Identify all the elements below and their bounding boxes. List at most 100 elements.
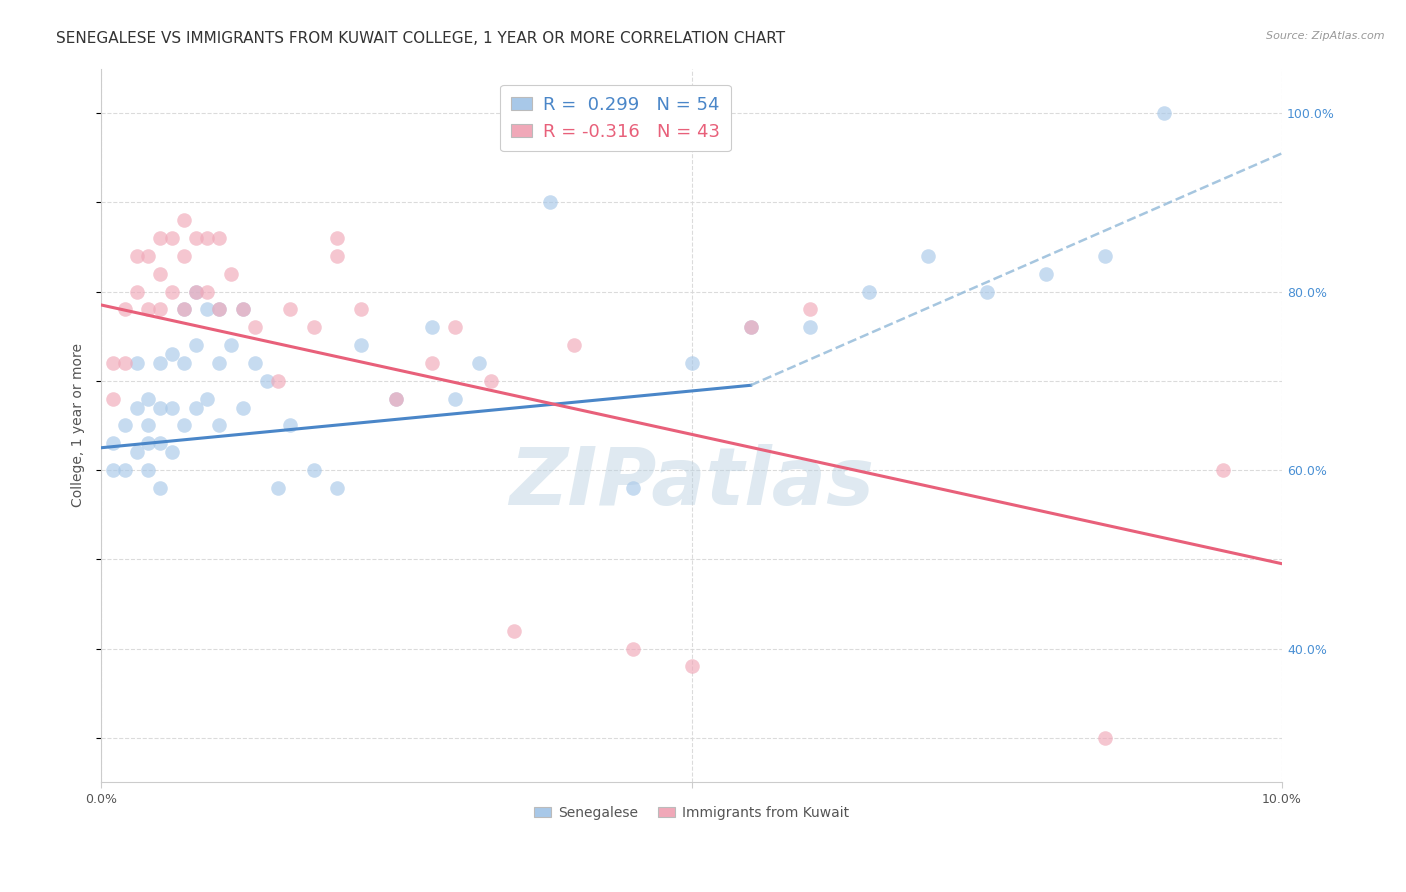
Point: [138, 418, 160, 433]
Point: [350, 302, 373, 317]
Point: [1212, 463, 1234, 477]
Point: [173, 249, 195, 263]
Point: [208, 231, 231, 245]
Point: [740, 320, 762, 334]
Point: [160, 347, 183, 361]
Point: [125, 445, 148, 459]
Point: [219, 267, 242, 281]
Point: [256, 374, 278, 388]
Point: [479, 374, 502, 388]
Point: [125, 285, 148, 299]
Point: [208, 302, 231, 317]
Point: [326, 249, 349, 263]
Point: [160, 285, 183, 299]
Point: [101, 392, 124, 406]
Point: [799, 302, 821, 317]
Point: [562, 338, 585, 352]
Point: [976, 285, 998, 299]
Point: [208, 356, 231, 370]
Point: [621, 481, 644, 495]
Point: [917, 249, 939, 263]
Point: [184, 401, 207, 415]
Point: [278, 418, 301, 433]
Point: [114, 463, 136, 477]
Point: [138, 249, 160, 263]
Point: [125, 249, 148, 263]
Point: [173, 302, 195, 317]
Point: [243, 320, 266, 334]
Point: [444, 392, 467, 406]
Point: [208, 418, 231, 433]
Point: [232, 302, 254, 317]
Point: [160, 401, 183, 415]
Point: [740, 320, 762, 334]
Point: [138, 302, 160, 317]
Point: [149, 356, 172, 370]
Text: ZIPatlas: ZIPatlas: [509, 443, 875, 522]
Point: [149, 267, 172, 281]
Point: [101, 463, 124, 477]
Point: [326, 481, 349, 495]
Point: [681, 356, 703, 370]
Point: [184, 338, 207, 352]
Point: [1094, 249, 1116, 263]
Point: [243, 356, 266, 370]
Point: [385, 392, 408, 406]
Point: [114, 302, 136, 317]
Point: [173, 302, 195, 317]
Point: [138, 392, 160, 406]
Point: [444, 320, 467, 334]
Point: [858, 285, 880, 299]
Point: [114, 418, 136, 433]
Point: [138, 436, 160, 450]
Point: [302, 320, 325, 334]
Point: [208, 302, 231, 317]
Point: [621, 641, 644, 656]
Point: [350, 338, 373, 352]
Legend: Senegalese, Immigrants from Kuwait: Senegalese, Immigrants from Kuwait: [529, 800, 855, 825]
Point: [184, 285, 207, 299]
Point: [302, 463, 325, 477]
Point: [267, 374, 290, 388]
Point: [232, 302, 254, 317]
Point: [125, 401, 148, 415]
Point: [173, 356, 195, 370]
Point: [219, 338, 242, 352]
Point: [1094, 731, 1116, 745]
Point: [267, 481, 290, 495]
Point: [197, 231, 219, 245]
Point: [420, 320, 443, 334]
Point: [125, 356, 148, 370]
Point: [503, 624, 526, 638]
Point: [173, 418, 195, 433]
Point: [149, 401, 172, 415]
Point: [197, 392, 219, 406]
Point: [1035, 267, 1057, 281]
Point: [101, 356, 124, 370]
Point: [138, 463, 160, 477]
Point: [681, 659, 703, 673]
Point: [468, 356, 491, 370]
Point: [385, 392, 408, 406]
Point: [1153, 106, 1175, 120]
Point: [149, 436, 172, 450]
Point: [538, 195, 561, 210]
Point: [160, 231, 183, 245]
Point: [101, 436, 124, 450]
Point: [173, 213, 195, 227]
Y-axis label: College, 1 year or more: College, 1 year or more: [72, 343, 86, 508]
Text: Source: ZipAtlas.com: Source: ZipAtlas.com: [1267, 31, 1385, 41]
Point: [232, 401, 254, 415]
Point: [149, 481, 172, 495]
Point: [149, 231, 172, 245]
Point: [799, 320, 821, 334]
Point: [149, 302, 172, 317]
Point: [197, 302, 219, 317]
Point: [278, 302, 301, 317]
Point: [184, 285, 207, 299]
Point: [326, 231, 349, 245]
Point: [114, 356, 136, 370]
Point: [160, 445, 183, 459]
Text: SENEGALESE VS IMMIGRANTS FROM KUWAIT COLLEGE, 1 YEAR OR MORE CORRELATION CHART: SENEGALESE VS IMMIGRANTS FROM KUWAIT COL…: [56, 31, 786, 46]
Point: [197, 285, 219, 299]
